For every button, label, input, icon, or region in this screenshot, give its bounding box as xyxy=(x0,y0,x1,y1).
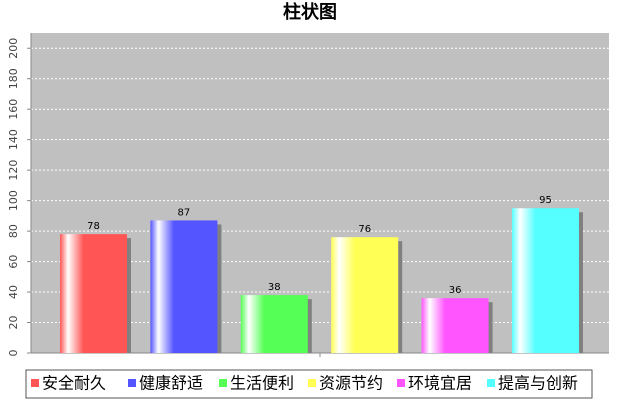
chart-title: 柱状图 xyxy=(283,1,337,23)
value-label: 76 xyxy=(358,224,371,235)
bar xyxy=(60,234,127,353)
legend-label: 环境宜居 xyxy=(408,374,472,393)
y-tick-label: 0 xyxy=(7,350,20,357)
y-tick-label: 60 xyxy=(7,255,20,269)
legend-swatch xyxy=(397,379,405,387)
legend-swatch xyxy=(31,379,39,387)
y-tick-label: 80 xyxy=(7,224,20,238)
value-label: 78 xyxy=(87,221,100,232)
bar xyxy=(421,298,489,353)
legend-swatch xyxy=(487,379,495,387)
legend-label: 提高与创新 xyxy=(498,374,578,393)
y-tick-label: 40 xyxy=(7,285,20,299)
y-tick-label: 160 xyxy=(7,99,20,120)
legend-label: 资源节约 xyxy=(319,374,383,393)
legend-label: 健康舒适 xyxy=(139,374,203,393)
y-tick-label: 120 xyxy=(7,160,20,181)
legend-swatch xyxy=(128,379,136,387)
legend-label: 安全耐久 xyxy=(42,374,106,393)
legend-label: 生活便利 xyxy=(230,374,294,393)
legend-swatch xyxy=(219,379,227,387)
bar xyxy=(512,208,579,353)
bar xyxy=(150,220,218,353)
bar xyxy=(331,237,399,353)
y-tick-label: 200 xyxy=(7,38,20,59)
legend-swatch xyxy=(308,379,316,387)
y-tick-label: 100 xyxy=(7,190,20,211)
y-tick-label: 20 xyxy=(7,316,20,330)
value-label: 87 xyxy=(178,207,191,218)
legend-box xyxy=(25,369,593,399)
y-tick-label: 140 xyxy=(7,129,20,150)
bar xyxy=(240,295,308,353)
value-label: 95 xyxy=(539,195,552,206)
value-label: 38 xyxy=(268,282,281,293)
value-label: 36 xyxy=(449,285,462,296)
y-tick-label: 180 xyxy=(7,68,20,89)
